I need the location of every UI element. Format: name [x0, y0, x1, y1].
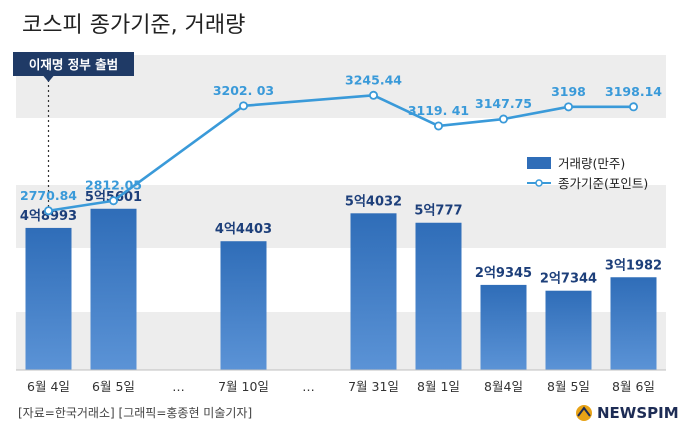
legend: 거래량(만주) 종가기준(포인트) [527, 156, 648, 191]
x-tick-label: 7월 10일 [218, 379, 269, 394]
newspim-logo-mark [577, 406, 591, 417]
x-tick-label: … [302, 379, 315, 394]
volume-bar [545, 290, 592, 370]
volume-bar [480, 284, 527, 370]
x-tick-label: 8월4일 [484, 379, 523, 394]
kospi-points [44, 90, 639, 216]
x-tick-label: 8월 6일 [612, 379, 655, 394]
event-callout-box [13, 52, 134, 82]
volume-bar-label: 5억4032 [345, 194, 402, 209]
kospi-line [48, 93, 634, 213]
newspim-logo-text: NEWSPIM [597, 404, 679, 422]
volume-bar-label: 2억7344 [540, 272, 597, 287]
volume-bar-label: 5억777 [414, 204, 462, 219]
legend-swatch-marker [535, 179, 543, 187]
kospi-value-label: 3198 [551, 84, 586, 99]
kospi-value-label: 3198.14 [605, 84, 662, 99]
kospi-value-label: 3147.75 [475, 96, 532, 111]
volume-bar [25, 227, 72, 370]
volume-bar-labels: 4억89935억56014억44035억40325억7772억93452억734… [20, 190, 662, 287]
volume-bar-label: 4억4403 [215, 222, 272, 237]
volume-bar-label: 2억9345 [475, 266, 532, 281]
x-tick-label: 6월 4일 [27, 379, 70, 394]
kospi-value-label: 3119. 41 [408, 103, 469, 118]
kospi-value-label: 2812.05 [85, 178, 142, 193]
kospi-point [44, 206, 54, 216]
volume-bars [25, 208, 657, 370]
kospi-point [629, 102, 639, 112]
volume-bar [350, 213, 397, 370]
volume-bar [415, 222, 462, 370]
volume-bar [90, 208, 137, 370]
x-tick-label: 8월 1일 [417, 379, 460, 394]
x-tick-labels: 6월 4일 6월 5일 … 7월 10일 … 7월 31일 8월 1일 8월4일 8월 5일 8월… [27, 379, 655, 394]
legend-label-kospi: 종가기준(포인트) [558, 176, 648, 191]
volume-bar-label: 3억1982 [605, 258, 662, 273]
x-tick-label: 8월 5일 [547, 379, 590, 394]
chart-title: 코스피 종가기준, 거래량 [22, 13, 245, 38]
kospi-point [368, 90, 378, 100]
volume-bar [220, 241, 267, 370]
kospi-value-label: 2770.84 [20, 188, 77, 203]
x-tick-label: … [172, 379, 185, 394]
kospi-point [564, 102, 574, 112]
kospi-point [238, 101, 248, 111]
volume-bar [610, 277, 657, 370]
kospi-point [433, 121, 443, 131]
source-credit: [자료=한국거래소] [그래픽=홍종현 미술기자] [18, 406, 252, 420]
x-tick-label: 6월 5일 [92, 379, 135, 394]
kospi-value-label: 3202. 03 [213, 83, 274, 98]
kospi-value-labels: 2770.84 2812.05 3202. 03 3245.44 3119. 41 314… [20, 72, 662, 202]
legend-swatch-volume [527, 157, 551, 169]
legend-label-volume: 거래량(만주) [558, 156, 625, 171]
event-callout-text: 이재명 정부 출범 [29, 57, 118, 72]
newspim-logo: NEWSPIM [576, 404, 679, 422]
kospi-point [498, 114, 508, 124]
volume-bar-label: 4억8993 [20, 209, 77, 224]
event-annotation: 이재명 정부 출범 [13, 52, 134, 211]
kospi-value-label: 3245.44 [345, 72, 402, 87]
newspim-logo-icon [576, 405, 592, 421]
x-tick-label: 7월 31일 [348, 379, 399, 394]
kospi-point [109, 196, 119, 206]
